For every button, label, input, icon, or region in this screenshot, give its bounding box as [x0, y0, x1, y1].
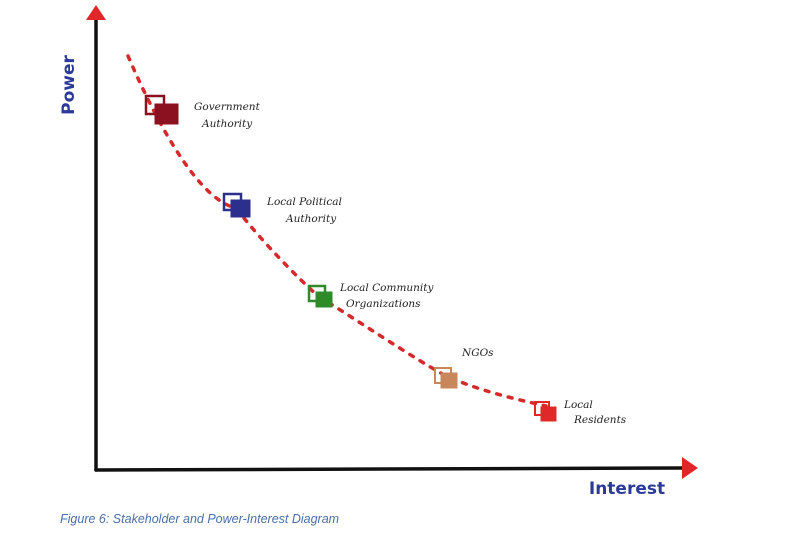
local-political-authority-marker	[230, 199, 251, 218]
ngos-marker	[440, 372, 458, 389]
x-axis-line	[94, 466, 684, 472]
government-authority-label-line1: Government	[194, 101, 261, 113]
local-residents-label-line1: Local	[563, 399, 593, 411]
local-community-organizations-label: Local Community Organizations	[339, 282, 437, 310]
y-axis-arrow	[86, 5, 106, 20]
node-government-authority: Government Authority	[144, 94, 263, 130]
x-axis-arrow	[682, 457, 698, 479]
local-political-authority-label: Local Political Authority	[266, 196, 345, 225]
government-authority-marker	[154, 103, 179, 125]
node-local-residents: Local Residents	[534, 399, 627, 426]
ngos-label-line1: NGOs	[461, 347, 494, 359]
local-residents-label-line2: Residents	[573, 414, 627, 426]
local-community-organizations-marker	[315, 291, 333, 308]
node-local-political-authority: Local Political Authority	[222, 192, 345, 225]
node-ngos: NGOs	[434, 347, 494, 389]
local-residents-marker	[540, 406, 557, 422]
local-residents-label: Local Residents	[563, 399, 627, 426]
figure-caption: Figure 6: Stakeholder and Power-Interest…	[60, 512, 340, 526]
node-local-community-organizations: Local Community Organizations	[307, 282, 437, 310]
government-authority-label: Government Authority	[194, 101, 263, 130]
y-axis-label: Power	[59, 55, 79, 115]
government-authority-label-line2: Authority	[201, 118, 253, 130]
local-political-authority-label-line2: Authority	[285, 213, 337, 225]
x-axis-label: Interest	[589, 479, 665, 499]
local-community-organizations-label-line1: Local Community	[339, 282, 435, 294]
ngos-label: NGOs	[461, 347, 494, 359]
local-community-organizations-label-line2: Organizations	[346, 298, 421, 310]
local-political-authority-label-line1: Local Political	[266, 196, 342, 208]
